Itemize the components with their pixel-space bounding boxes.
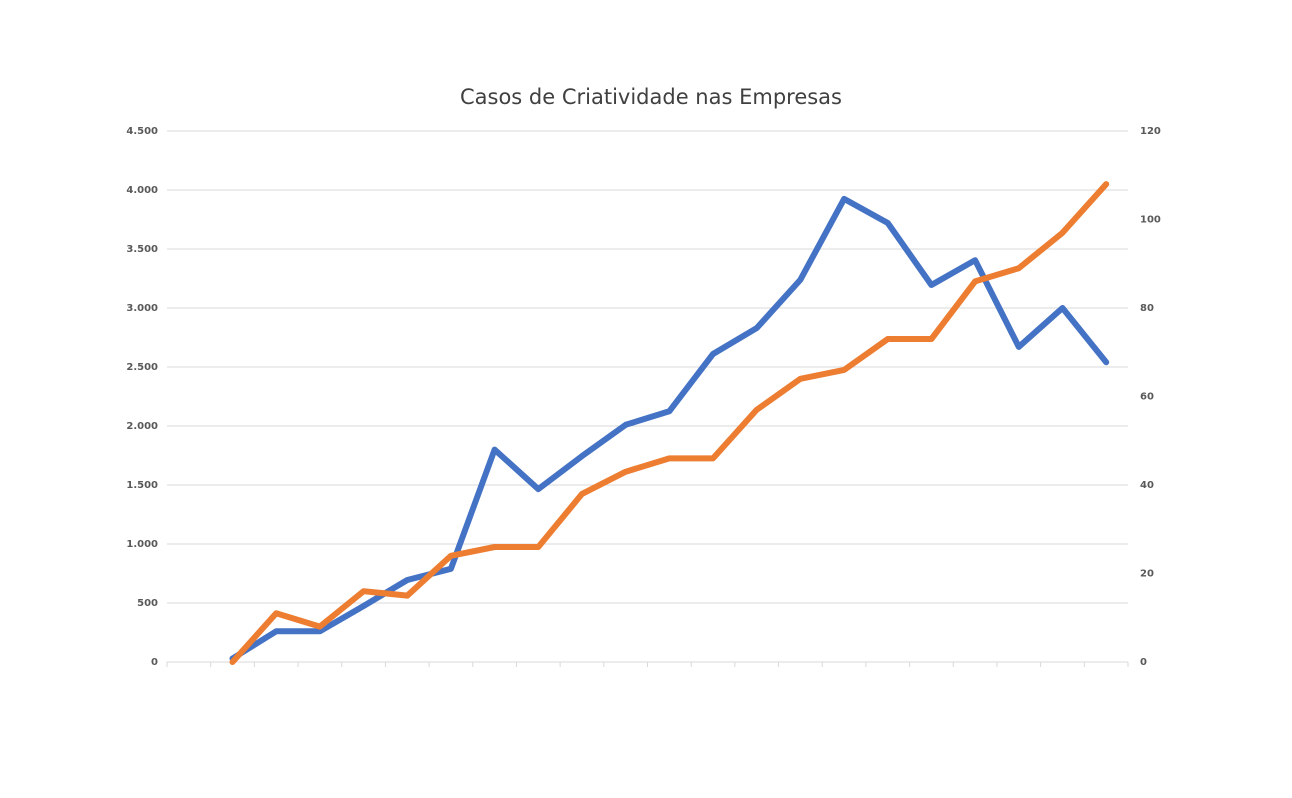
y-tick-label: 3.000 [126, 303, 158, 314]
series-line [229, 195, 1110, 662]
y-tick-label: 500 [137, 598, 158, 609]
chart-title: Casos de Criatividade nas Empresas [460, 85, 842, 109]
y2-tick-label: 120 [1140, 126, 1161, 137]
y-tick-label: 1.000 [126, 539, 158, 550]
y-tick-label: 2.500 [126, 362, 158, 373]
y-tick-label: 1.500 [126, 480, 158, 491]
y-tick-label: 3.500 [126, 244, 158, 255]
y-tick-label: 4.500 [126, 126, 158, 137]
y2-tick-label: 40 [1140, 480, 1154, 491]
y-tick-label: 0 [151, 657, 158, 668]
y-tick-label: 2.000 [126, 421, 158, 432]
y2-tick-label: 0 [1140, 657, 1147, 668]
y2-tick-label: 100 [1140, 215, 1161, 226]
y-tick-label: 4.000 [126, 185, 158, 196]
y2-tick-label: 60 [1140, 392, 1154, 403]
y2-tick-label: 20 [1140, 569, 1154, 580]
y2-tick-label: 80 [1140, 303, 1154, 314]
series-line [229, 181, 1110, 665]
